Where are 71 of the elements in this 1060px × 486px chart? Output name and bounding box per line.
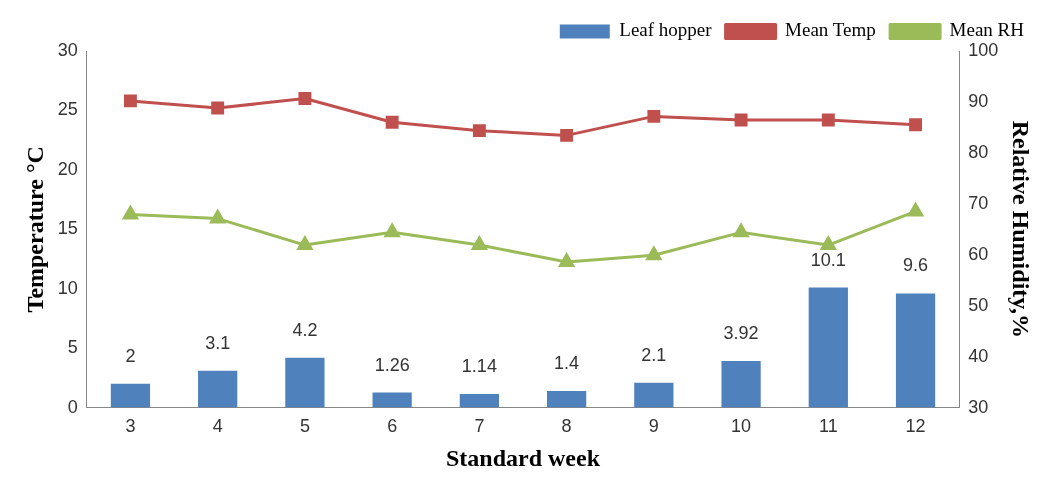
data-label: 4.2 [292,319,318,340]
point [647,109,661,123]
point [471,236,487,251]
data-label: 2.1 [641,344,667,365]
bar [546,390,587,408]
x-tick-label: 3 [125,416,136,437]
y-tick-label: 15 [57,218,78,239]
bar [285,357,325,408]
y2-tick-label: 40 [968,345,989,366]
y-tick-label: 25 [57,99,78,120]
point [472,124,486,138]
point [820,236,836,251]
data-label: 3.1 [205,332,231,353]
point [123,94,137,108]
point [734,113,748,127]
data-label: 1.4 [554,352,580,373]
y-tick-label: 20 [57,158,78,179]
y-tick-label: 30 [57,39,78,60]
y2-tick-label: 80 [968,141,989,162]
data-label: 9.6 [903,255,929,276]
y2-tick-label: 70 [968,192,989,213]
legend-label: Leaf hopper [619,19,713,41]
legend-label: Mean RH [949,19,1025,41]
y2-axis-title: Relative Humidity,% [1008,120,1035,338]
x-tick-label: 6 [387,416,398,437]
data-label: 1.14 [461,356,497,377]
point [646,246,662,261]
point [211,101,225,115]
y2-tick-label: 50 [968,294,989,315]
bar [895,293,936,408]
legend-label: Mean Temp [785,19,876,41]
point [384,223,400,238]
point [909,118,922,132]
bar [634,382,674,408]
bar [808,287,848,408]
point [559,253,575,267]
x-tick-label: 4 [212,416,223,437]
data-label: 2 [125,345,136,366]
y2-tick-label: 100 [968,39,999,60]
point [298,92,312,105]
point [297,236,313,251]
x-tick-label: 8 [561,416,572,437]
x-tick-label: 12 [905,416,926,437]
point [821,113,835,127]
point [733,223,749,238]
y2-tick-label: 30 [968,396,989,417]
x-tick-label: 11 [818,416,838,437]
x-tick-label: 7 [474,416,485,437]
data-label: 10.1 [810,249,846,270]
point [210,210,226,224]
point [560,128,574,142]
y-tick-label: 0 [67,396,78,417]
y-tick-label: 10 [57,277,78,298]
point [385,115,399,129]
x-axis-title: Standard week [445,444,601,471]
data-label: 1.26 [374,354,410,375]
bar [198,370,238,408]
bar [721,361,761,408]
x-tick-label: 9 [648,416,659,437]
point [122,206,138,220]
bar [372,392,412,408]
point [907,202,924,217]
y2-tick-label: 60 [968,243,989,264]
bar [110,383,151,408]
y-axis-title: Temperature °C [21,146,48,313]
y-tick-label: 5 [67,337,78,358]
bar [459,394,500,408]
x-tick-label: 10 [731,416,752,437]
data-label: 3.92 [723,322,759,343]
y2-tick-label: 90 [968,90,989,111]
x-tick-label: 5 [299,416,310,437]
